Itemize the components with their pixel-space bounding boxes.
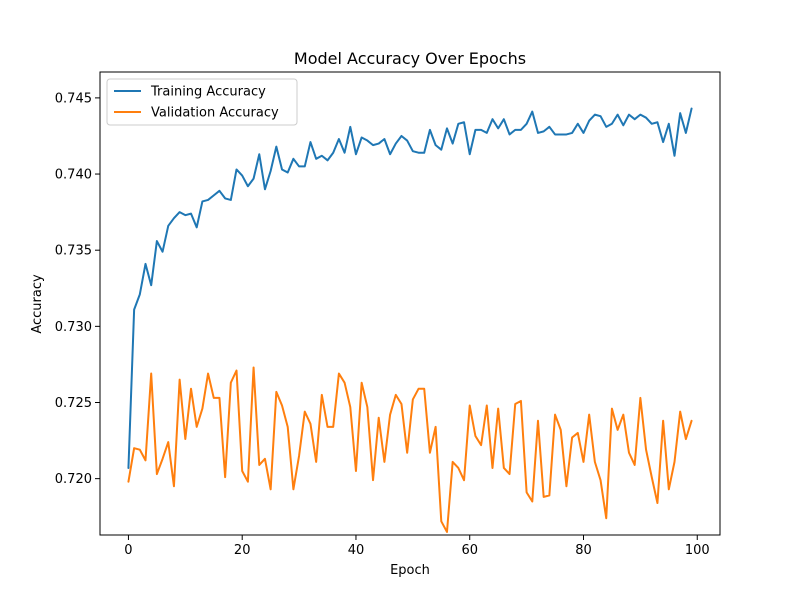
y-tick-label: 0.740 [55,168,92,183]
series-layer [127,107,693,533]
x-tick-label: 80 [575,543,592,558]
y-tick-label: 0.720 [55,472,92,487]
series-line-training-accuracy [127,107,693,469]
y-tick-label: 0.735 [55,244,92,259]
legend: Training Accuracy Validation Accuracy [106,78,298,126]
legend-label: Training Accuracy [150,85,266,100]
y-axis-label: Accuracy [30,274,45,334]
x-axis-ticks: 0 20 40 60 80 100 [124,535,710,558]
series-line-validation-accuracy [127,366,693,533]
x-tick-label: 60 [461,543,478,558]
plot-frame [99,71,721,536]
legend-box [106,78,298,126]
y-tick-label: 0.745 [55,91,92,106]
x-tick-label: 100 [685,543,710,558]
y-tick-label: 0.730 [55,320,92,335]
y-axis-ticks: 0.720 0.725 0.730 0.735 0.740 0.745 [55,91,100,487]
x-tick-label: 20 [234,543,251,558]
chart-title: Model Accuracy Over Epochs [294,49,526,68]
legend-label: Validation Accuracy [151,106,279,121]
y-tick-label: 0.725 [55,396,92,411]
x-axis-label: Epoch [390,563,430,578]
x-tick-label: 40 [348,543,365,558]
x-tick-label: 0 [124,543,132,558]
